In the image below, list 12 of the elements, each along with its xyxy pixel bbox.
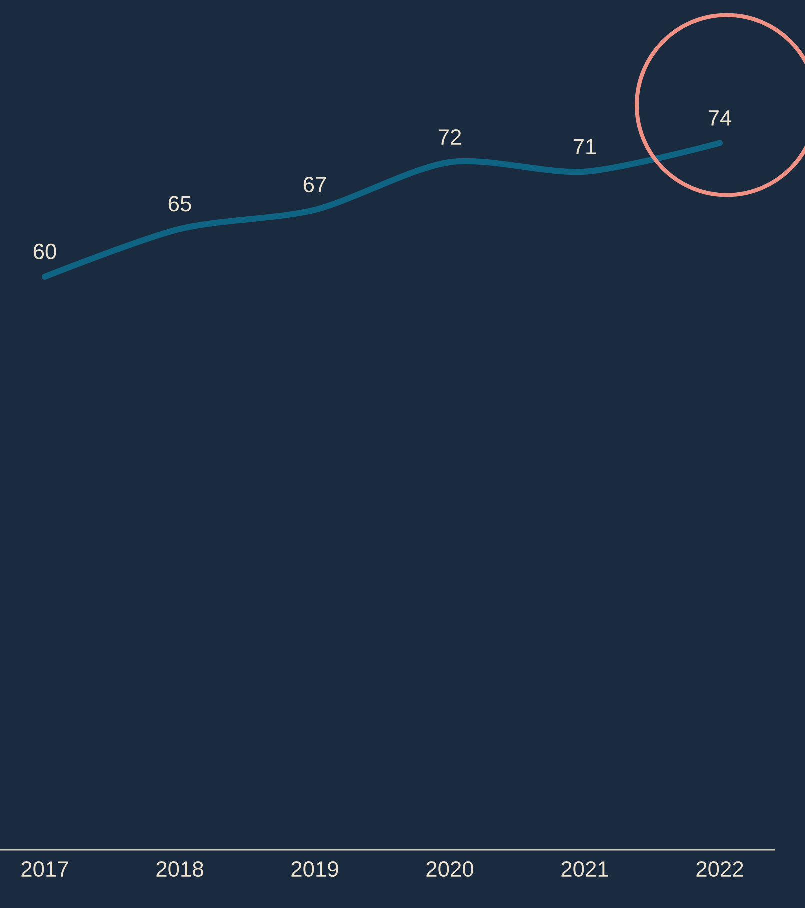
data-label: 74 — [708, 110, 732, 126]
data-label: 67 — [304, 177, 326, 193]
data-label: 60 — [34, 244, 56, 260]
x-tick-label: 2022 — [696, 862, 744, 878]
data-label: 72 — [438, 130, 462, 145]
data-label: 71 — [574, 139, 596, 154]
x-tick-label: 2020 — [426, 862, 474, 878]
x-tick-label: 2017 — [22, 862, 68, 878]
data-label: 65 — [168, 196, 192, 212]
x-tick-label: 2018 — [156, 862, 204, 878]
x-tick-label: 2019 — [292, 862, 338, 878]
x-tick-label: 2021 — [562, 862, 608, 878]
